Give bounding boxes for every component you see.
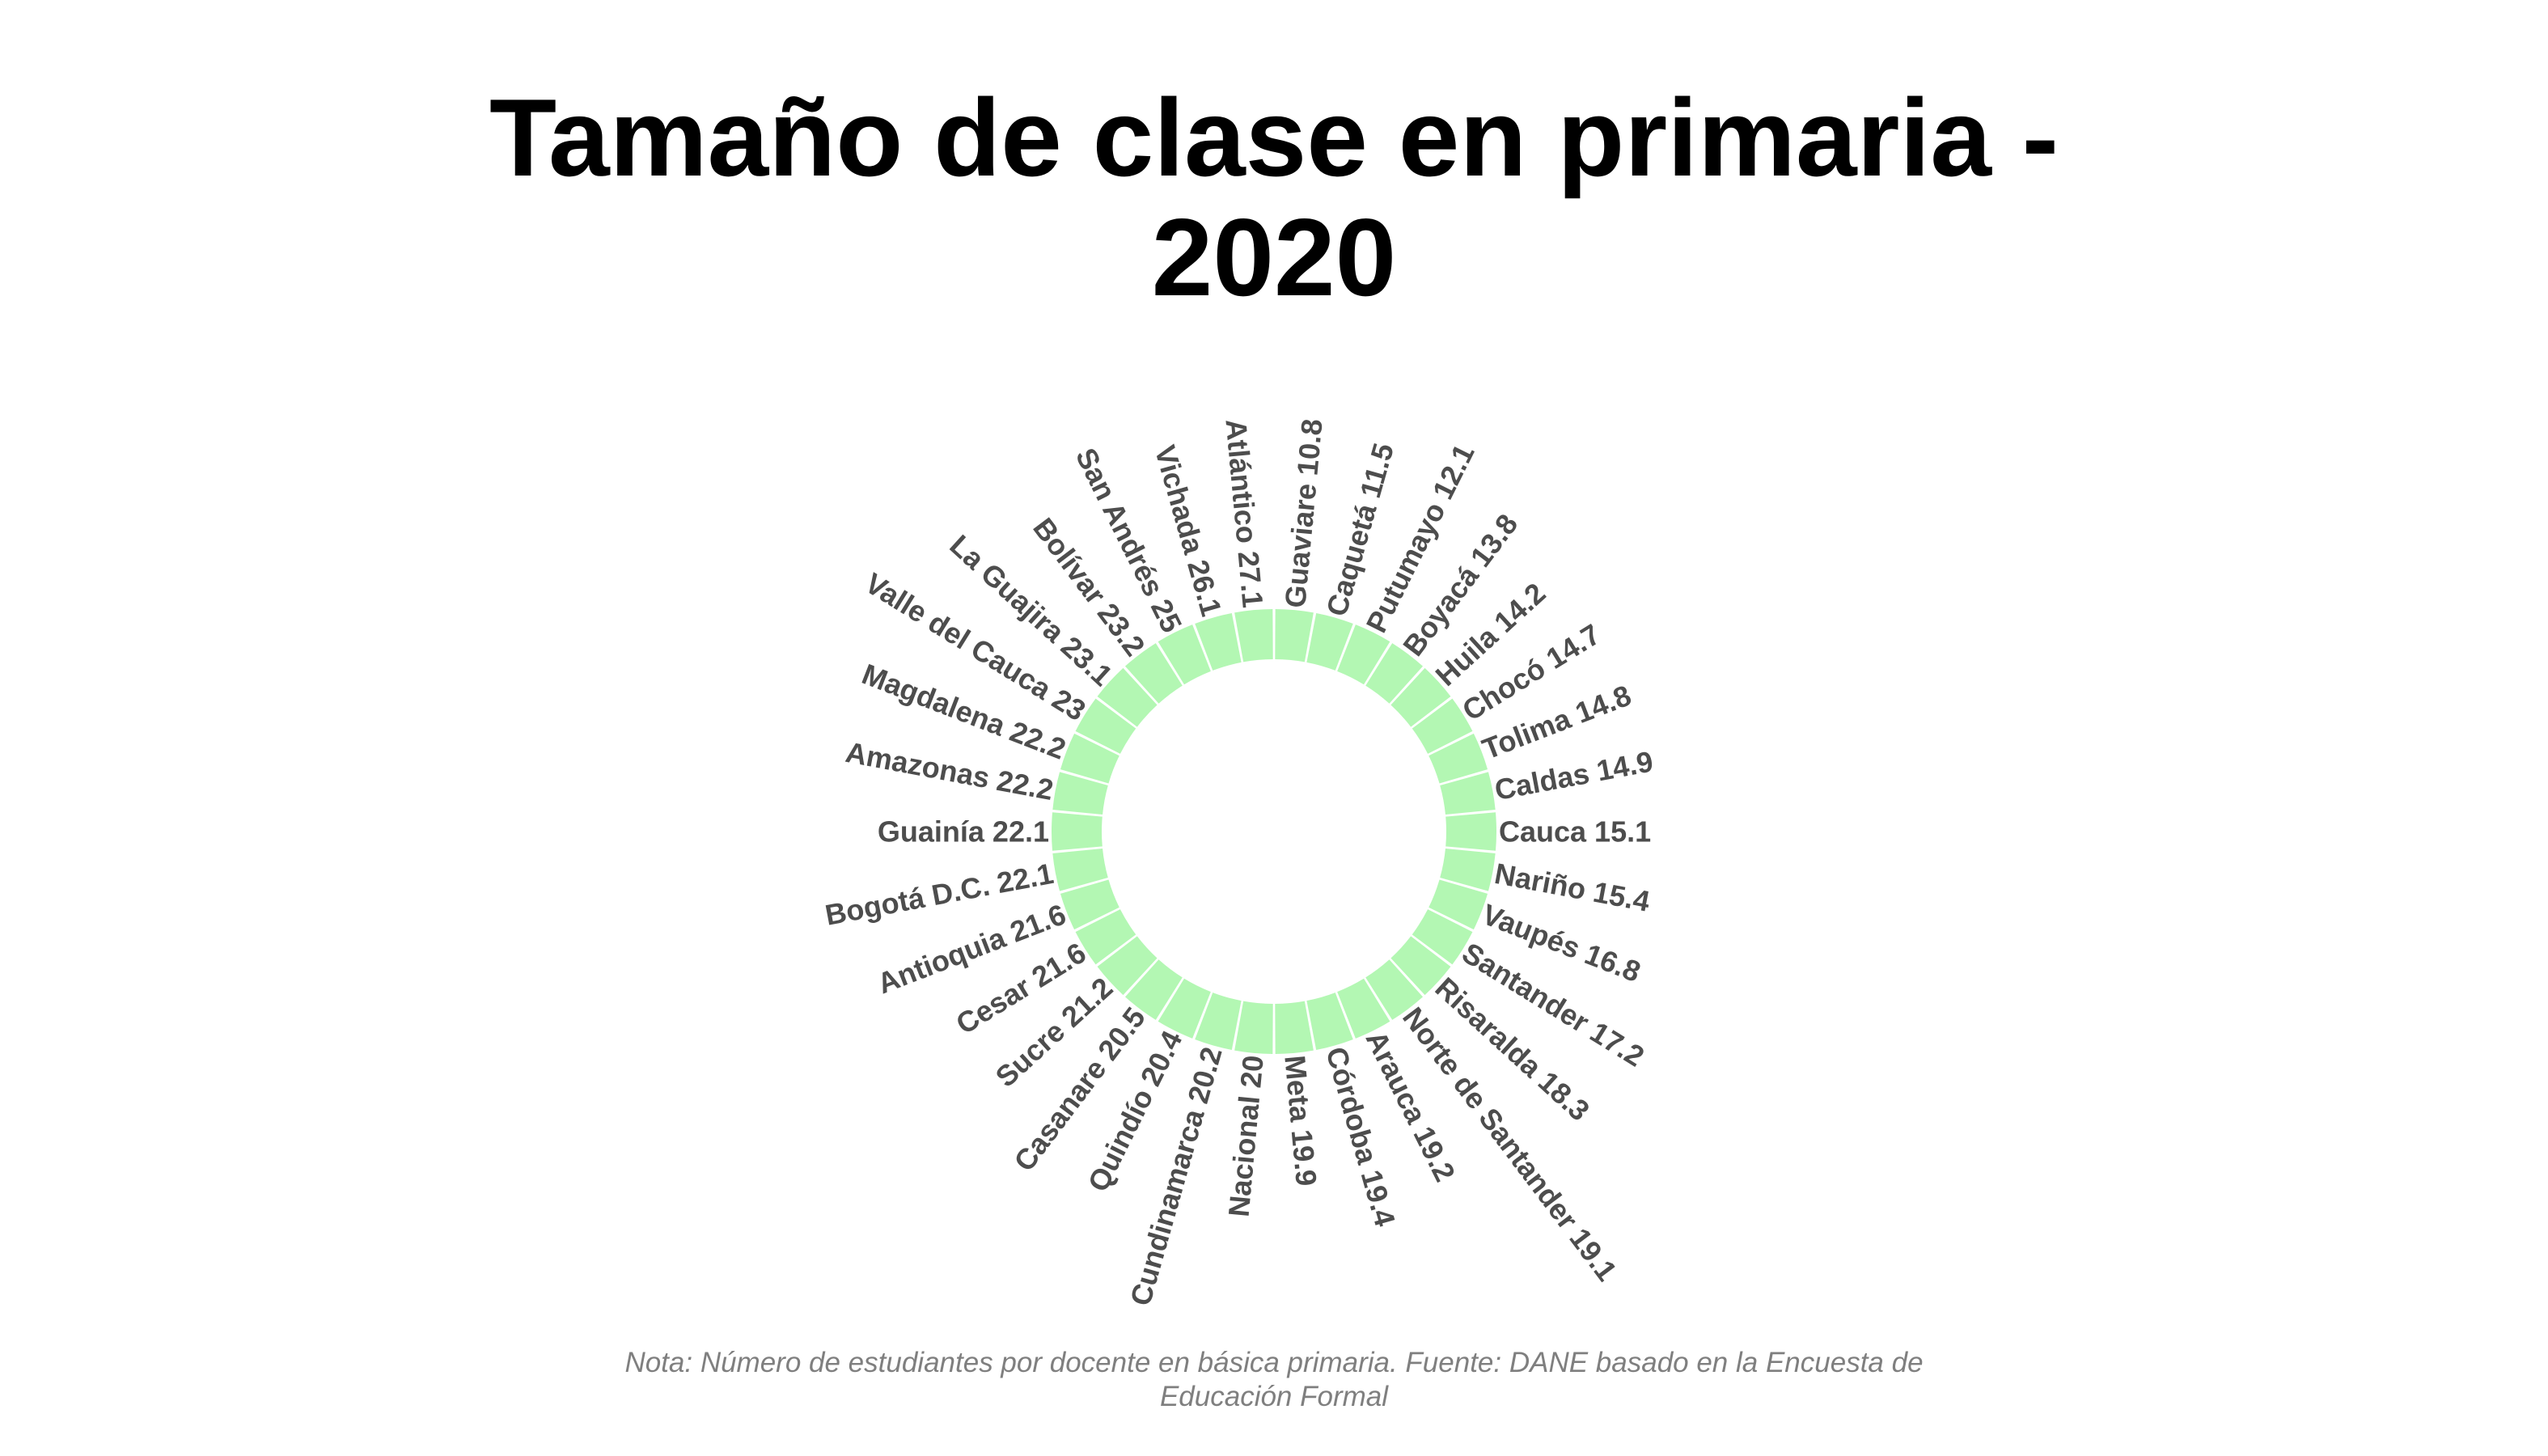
chart-title: Tamaño de clase en primaria - 2020 — [0, 78, 2548, 317]
bar-16 — [1306, 993, 1353, 1050]
bar-3 — [1337, 624, 1390, 685]
bar-22 — [1097, 936, 1158, 996]
bar-33 — [1195, 613, 1242, 671]
bar-6 — [1412, 698, 1473, 754]
bar-12 — [1412, 909, 1473, 965]
chart-title-line-2: 2020 — [1151, 196, 1397, 319]
bar-7 — [1428, 733, 1488, 784]
bar-label-17: Meta 19.9 — [1278, 1054, 1323, 1187]
bars-layer — [1051, 609, 1497, 1054]
bar-8 — [1440, 772, 1496, 815]
bar-4 — [1365, 643, 1424, 704]
bar-10 — [1440, 848, 1496, 891]
bar-24 — [1060, 879, 1120, 930]
bar-27 — [1052, 772, 1108, 815]
chart-title-line-1: Tamaño de clase en primaria - — [489, 76, 2059, 199]
chart-note-line-2: Educación Formal — [1159, 1381, 1389, 1412]
bar-label-34: Atlántico 27.1 — [1219, 417, 1269, 609]
bar-28 — [1060, 733, 1120, 784]
bar-32 — [1158, 624, 1211, 685]
bar-23 — [1075, 909, 1136, 965]
bar-label-1: Guaviare 10.8 — [1278, 417, 1328, 609]
bar-19 — [1195, 993, 1242, 1050]
bar-25 — [1052, 848, 1108, 891]
bar-31 — [1124, 643, 1183, 704]
bar-11 — [1428, 879, 1488, 930]
bar-2 — [1306, 613, 1353, 671]
bar-label-18: Nacional 20 — [1221, 1054, 1269, 1218]
bar-5 — [1390, 667, 1451, 727]
bar-34 — [1234, 609, 1273, 662]
bar-14 — [1365, 959, 1424, 1020]
bar-26 — [1051, 812, 1103, 851]
bar-label-26: Guainía 22.1 — [878, 815, 1049, 849]
bar-30 — [1097, 667, 1158, 727]
chart-note: Nota: Número de estudiantes por docente … — [0, 1346, 2548, 1414]
bar-18 — [1234, 1001, 1273, 1054]
bar-9 — [1445, 812, 1497, 851]
bar-13 — [1390, 936, 1451, 996]
bar-21 — [1124, 959, 1183, 1020]
bar-label-9: Cauca 15.1 — [1499, 815, 1651, 849]
bar-29 — [1075, 698, 1136, 754]
bar-20 — [1158, 978, 1211, 1039]
bar-15 — [1337, 978, 1390, 1039]
bar-1 — [1275, 609, 1314, 662]
chart-note-line-1: Nota: Número de estudiantes por docente … — [624, 1347, 1924, 1378]
bar-17 — [1275, 1001, 1314, 1054]
